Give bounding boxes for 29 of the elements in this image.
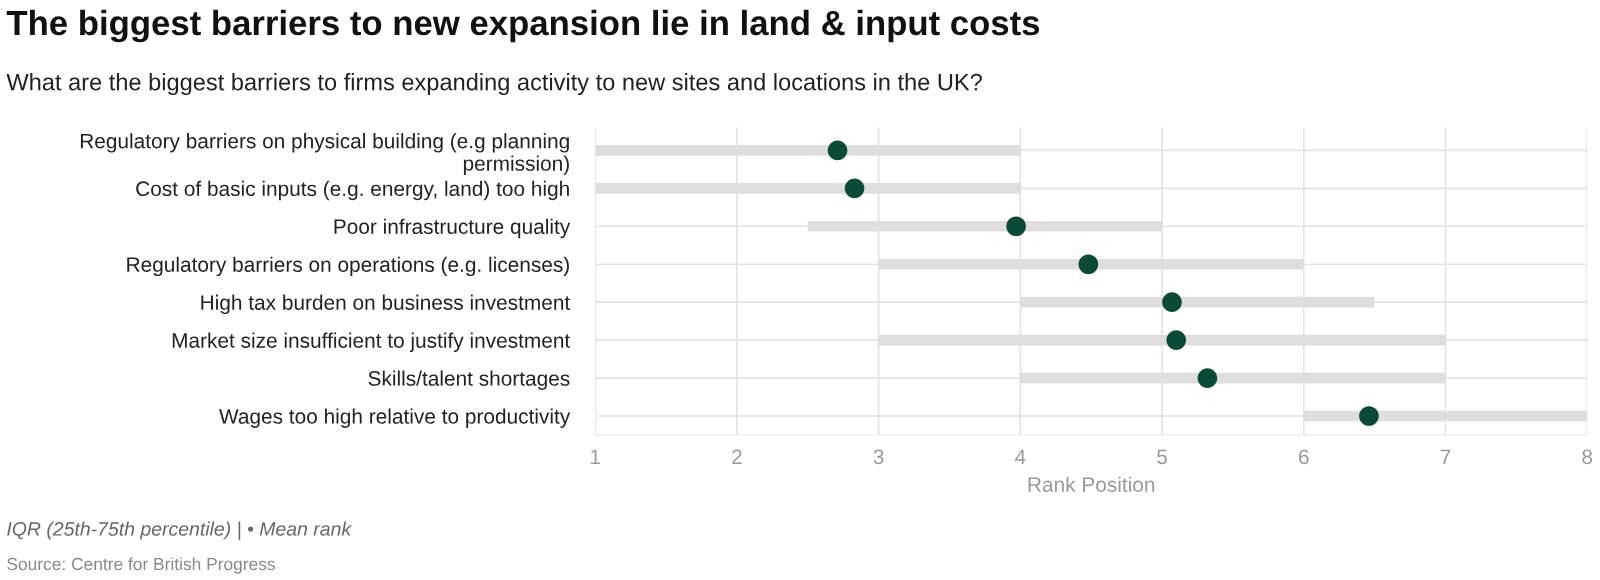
chart-title: The biggest barriers to new expansion lie in land & input costs [6,9,1040,43]
y-tick-label: Skills/talent shortages [368,370,570,390]
y-tick-label: Regulatory barriers on physical building (e.g planning permission) [80,133,569,175]
y-tick-label: Cost of basic inputs (e.g. energy, land) too high [136,180,569,201]
y-tick-label: Wages too high relative to productivity [219,408,571,428]
point [1359,406,1379,426]
point [827,140,848,161]
y-tick-label: Poor infrastructure quality [334,218,571,239]
x-tick-label: 8 [1582,449,1593,465]
point [1162,292,1182,312]
x-axis-title: Rank Position [1028,476,1155,492]
y-tick-label: High tax burden on business investment [201,294,571,315]
x-tick-label: 2 [732,449,742,464]
y-tick-label: Market size insufficient to justify investment [172,332,571,352]
point [1166,330,1187,350]
y-tick-label: Regulatory barriers on operations (e.g. licenses) [127,256,569,277]
point [844,178,865,199]
x-tick-label: 3 [873,449,884,465]
x-tick-label: 4 [1015,449,1026,464]
x-tick-label: 6 [1299,449,1309,465]
text: IQR (25th-75th percentile) | • Mean rank [7,521,352,540]
point [1197,368,1218,388]
x-tick-label: 7 [1440,449,1451,464]
x-tick-label: 5 [1157,449,1167,465]
point [1006,216,1026,237]
point [1078,254,1099,275]
source-note: Source: Centre for British Progress [7,557,275,574]
chart-subtitle: What are the biggest barriers to firms expanding activity to new sites and locations in the UK? [6,73,982,96]
x-tick-label: 1 [591,449,600,464]
